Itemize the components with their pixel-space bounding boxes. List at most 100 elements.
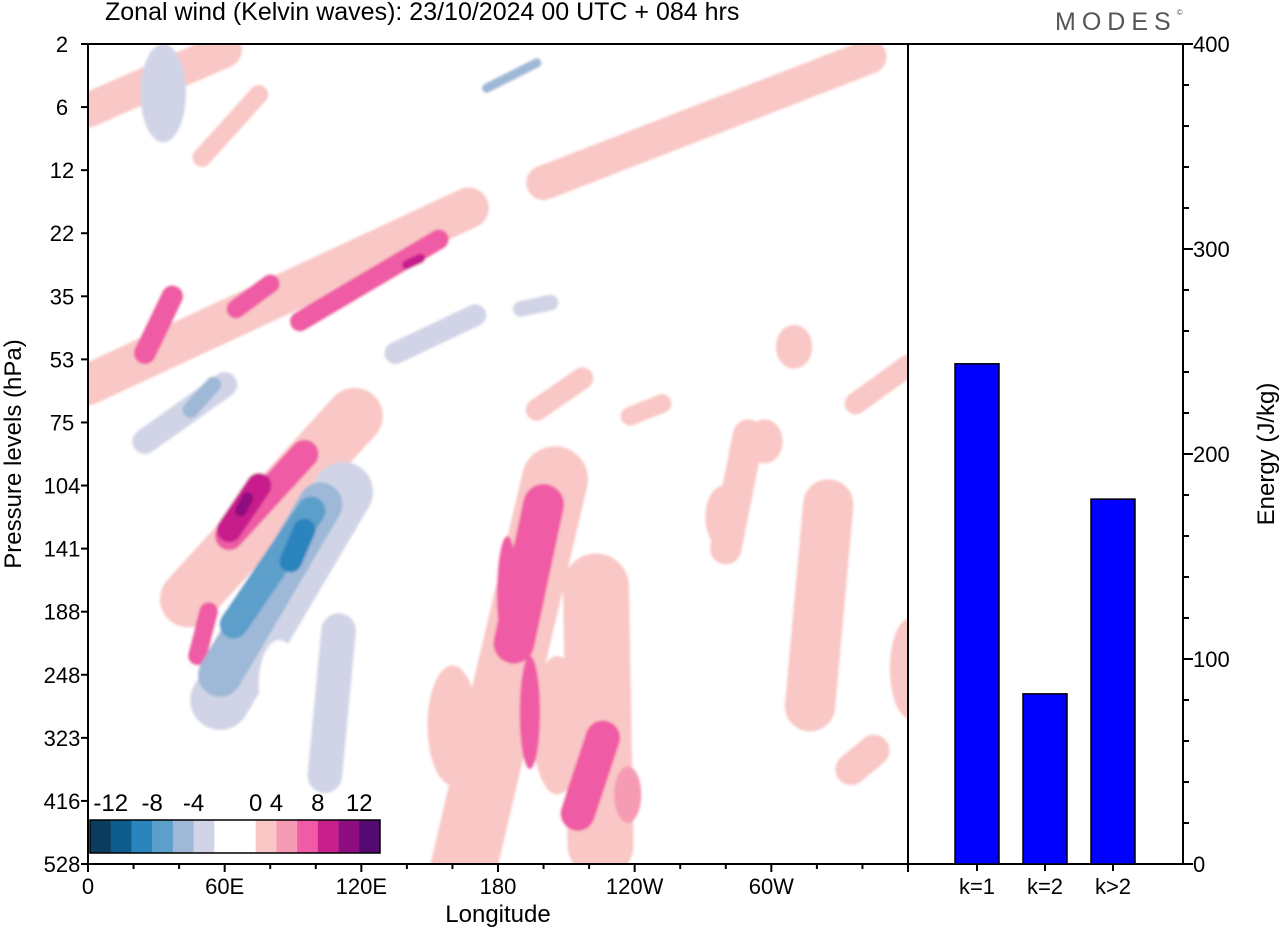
- anomaly-band: [815, 220, 908, 297]
- neutral-region: [258, 640, 300, 729]
- colorbar-swatch: [193, 820, 215, 853]
- anomaly-band: [400, 51, 555, 169]
- hovmoller-field: [88, 44, 908, 864]
- anomaly-band: [644, 504, 680, 688]
- anomaly-patch: [519, 655, 541, 770]
- colorbar-label: -12: [93, 790, 128, 817]
- colorbar-swatch: [214, 820, 236, 853]
- y-tick-label: 104: [44, 474, 81, 499]
- anomaly-band: [216, 105, 290, 166]
- anomaly-band: [384, 304, 487, 365]
- y-tick-label: 188: [44, 600, 81, 625]
- x-tick-label: 60W: [749, 874, 794, 899]
- y-tick-label: 416: [44, 789, 81, 814]
- colorbar: -12 -8 -4 0 4 8 12: [89, 790, 381, 854]
- energy-tick-label: 400: [1193, 32, 1230, 57]
- anomaly-patch: [140, 44, 186, 143]
- anomaly-band: [226, 274, 280, 319]
- y-tick-label: 323: [44, 726, 81, 751]
- y-tick-label: 75: [50, 410, 74, 435]
- colorbar-label: 0: [249, 790, 262, 817]
- y-tick-label: 528: [44, 852, 81, 877]
- chart-title: Zonal wind (Kelvin waves): 23/10/2024 00…: [105, 0, 740, 26]
- anomaly-patch: [614, 766, 642, 823]
- anomaly-band: [661, 420, 709, 652]
- anomaly-band: [526, 44, 887, 201]
- colorbar-swatch: [359, 820, 381, 853]
- anomaly-band: [289, 229, 449, 332]
- y-tick-label: 141: [44, 537, 81, 562]
- bar-category-label: k=2: [1027, 874, 1063, 899]
- energy-bar-1: [954, 363, 1000, 865]
- colorbar-swatch: [110, 820, 132, 853]
- colorbar-swatch: [317, 820, 339, 853]
- anomaly-band: [560, 720, 621, 831]
- anomaly-band: [493, 483, 565, 664]
- anomaly-patch: [889, 618, 908, 719]
- anomaly-band: [279, 518, 316, 573]
- colorbar-swatch: [235, 820, 257, 853]
- anomaly-band: [710, 419, 765, 565]
- energy-tick-label: 300: [1193, 237, 1230, 262]
- y-tick-label: 12: [50, 158, 74, 183]
- colorbar-label: -8: [141, 790, 162, 817]
- energy-tick-label: 200: [1193, 442, 1230, 467]
- anomaly-band: [187, 602, 219, 666]
- energy-tick-label: 0: [1193, 852, 1205, 877]
- logo-text: MODES: [1055, 8, 1177, 36]
- anomaly-band: [835, 734, 890, 786]
- x-tick-label: 60E: [205, 874, 244, 899]
- colorbar-label: -4: [183, 790, 204, 817]
- y-tick-label: 53: [50, 347, 74, 372]
- energy-bar-3: [1090, 498, 1136, 865]
- anomaly-patch: [876, 428, 904, 480]
- colorbar-swatch: [338, 820, 360, 853]
- colorbar-label: 8: [311, 790, 324, 817]
- anomaly-band: [402, 253, 426, 270]
- colorbar-label: 12: [346, 790, 373, 817]
- y-tick-label: 2: [56, 32, 68, 57]
- field-shapes: [88, 44, 908, 864]
- logo-mark: ©: [1176, 8, 1183, 17]
- anomaly-band: [307, 613, 356, 794]
- anomaly-band: [133, 285, 184, 365]
- anomaly-band: [525, 367, 594, 421]
- anomaly-patch: [855, 517, 902, 669]
- colorbar-label: 4: [270, 790, 283, 817]
- x-tick-label: 0: [82, 874, 94, 899]
- anomaly-band: [234, 492, 254, 517]
- anomaly-band: [844, 354, 908, 415]
- energy-axis-label: Energy (J/kg): [1253, 383, 1280, 526]
- anomaly-band: [172, 154, 378, 243]
- bar-category-label: k=1: [959, 874, 995, 899]
- y-tick-label: 22: [50, 221, 74, 246]
- y-tick-label: 6: [56, 95, 68, 120]
- x-tick-label: 180: [480, 874, 517, 899]
- anomaly-band: [784, 479, 854, 732]
- x-axis-label: Longitude: [445, 901, 550, 928]
- anomaly-band: [633, 226, 795, 366]
- energy-tick-label: 100: [1193, 647, 1230, 672]
- anomaly-band: [192, 84, 269, 168]
- colorbar-swatch: [152, 820, 174, 853]
- anomaly-band: [416, 476, 462, 723]
- colorbar-swatch: [255, 820, 277, 853]
- colorbar-swatch: [90, 820, 112, 853]
- y-tick-label: 248: [44, 663, 81, 688]
- energy-bar-panel: k=1 k=2 k>2 0 100 200 300 400 Energy (J/kg): [907, 32, 1280, 899]
- bar-category-label: k>2: [1095, 874, 1131, 899]
- y-tick-label: 35: [50, 284, 74, 309]
- anomaly-band: [88, 236, 125, 275]
- energy-bar-2: [1022, 693, 1068, 865]
- anomaly-band: [182, 376, 222, 418]
- anomaly-band: [512, 294, 559, 317]
- colorbar-swatch: [131, 820, 153, 853]
- modes-logo: MODES©: [1055, 8, 1183, 37]
- anomaly-patch: [762, 526, 799, 596]
- anomaly-band: [481, 58, 542, 93]
- colorbar-swatch: [297, 820, 319, 853]
- y-axis-label: Pressure levels (hPa): [0, 339, 27, 568]
- anomaly-band: [485, 69, 648, 127]
